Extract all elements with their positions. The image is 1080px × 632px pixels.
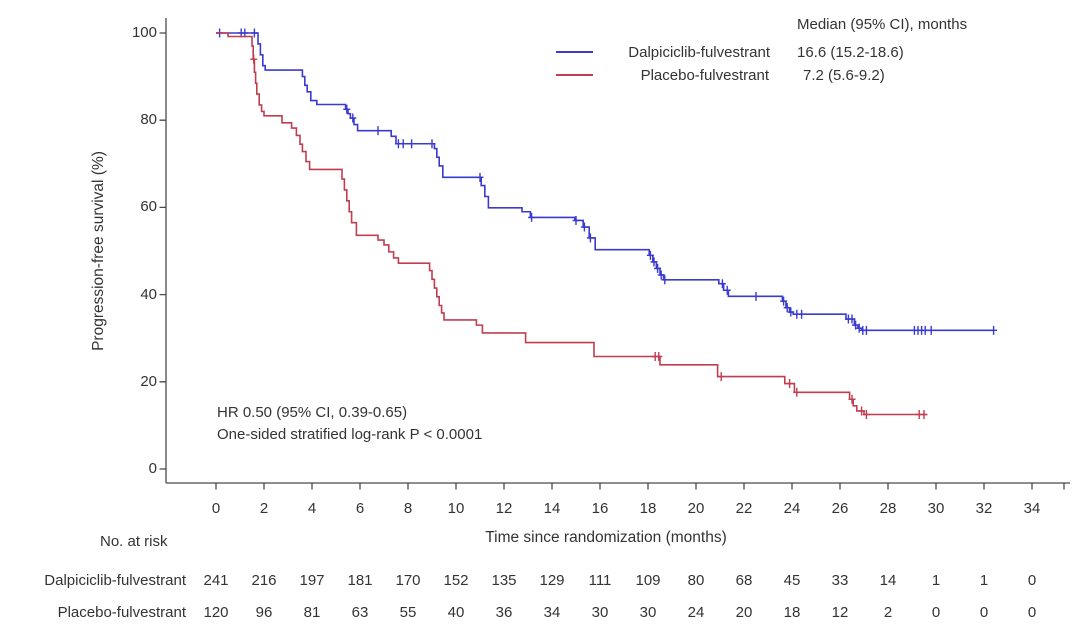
y-tick-label: 100 (131, 24, 157, 41)
at-risk-count: 197 (299, 572, 325, 589)
at-risk-count: 36 (495, 604, 513, 621)
x-tick-label: 28 (879, 500, 897, 517)
x-tick-label: 6 (355, 500, 365, 517)
at-risk-count: 30 (639, 604, 657, 621)
x-tick-label: 18 (639, 500, 657, 517)
at-risk-count: 0 (979, 604, 989, 621)
at-risk-count: 135 (491, 572, 517, 589)
x-tick-label: 4 (307, 500, 317, 517)
at-risk-count: 80 (687, 572, 705, 589)
x-tick-label: 0 (211, 500, 221, 517)
no-at-risk-label: No. at risk (100, 533, 168, 550)
at-risk-count: 1 (931, 572, 941, 589)
x-tick-label: 22 (735, 500, 753, 517)
x-tick-label: 14 (543, 500, 561, 517)
at-risk-count: 120 (203, 604, 229, 621)
x-tick-label: 2 (259, 500, 269, 517)
at-risk-count: 0 (931, 604, 941, 621)
at-risk-count: 0 (1027, 572, 1037, 589)
pvalue-text: One-sided stratified log-rank P < 0.0001 (217, 426, 483, 443)
at-risk-count: 24 (687, 604, 705, 621)
placebo-fulvestrant-censor-marks (250, 54, 928, 419)
placebo-fulvestrant-survival-curve (216, 32, 927, 416)
at-risk-count: 55 (399, 604, 417, 621)
legend-median-dalpiciclib: 16.6 (15.2-18.6) (797, 44, 904, 61)
at-risk-count: 81 (303, 604, 321, 621)
at-risk-count: 2 (883, 604, 893, 621)
y-tick-label: 80 (140, 111, 157, 129)
at-risk-count: 111 (588, 572, 612, 589)
at-risk-count: 129 (539, 572, 565, 589)
at-risk-count: 216 (251, 572, 277, 589)
at-risk-count: 40 (447, 604, 465, 621)
at-risk-count: 30 (591, 604, 609, 621)
at-risk-count: 241 (203, 572, 229, 589)
at-risk-count: 12 (831, 604, 849, 621)
legend-label-dalpiciclib: Dalpiciclib-fulvestrant (628, 44, 770, 61)
at-risk-row-label-dalpiciclib: Dalpiciclib-fulvestrant (44, 572, 186, 589)
x-tick-label: 10 (447, 500, 465, 517)
dalpiciclib-fulvestrant-survival-curve (216, 32, 994, 332)
at-risk-count: 45 (783, 572, 801, 589)
hazard-ratio-text: HR 0.50 (95% CI, 0.39-0.65) (217, 404, 408, 421)
dalpiciclib-legend-line (556, 51, 593, 53)
at-risk-count: 14 (879, 572, 897, 589)
at-risk-row-label-placebo: Placebo-fulvestrant (57, 604, 186, 621)
placebo-legend-line (556, 74, 593, 76)
y-tick-label: 40 (140, 285, 157, 303)
stats-annotation: HR 0.50 (95% CI, 0.39-0.65) One-sided st… (217, 402, 482, 446)
x-tick-label: 34 (1023, 500, 1041, 517)
legend-label-placebo: Placebo-fulvestrant (640, 67, 769, 84)
at-risk-count: 181 (347, 572, 373, 589)
at-risk-count: 18 (783, 604, 801, 621)
at-risk-count: 96 (255, 604, 273, 621)
at-risk-count: 20 (735, 604, 753, 621)
x-tick-label: 24 (783, 500, 801, 517)
at-risk-count: 68 (735, 572, 753, 589)
x-tick-label: 20 (687, 500, 705, 517)
x-tick-label: 12 (495, 500, 513, 517)
x-tick-label: 8 (403, 500, 413, 517)
at-risk-count: 63 (351, 604, 369, 621)
at-risk-count: 109 (635, 572, 661, 589)
x-axis-title: Time since randomization (months) (485, 529, 727, 546)
axis-tick-marks (159, 32, 1065, 490)
axes-lines (165, 18, 1070, 484)
at-risk-count: 152 (443, 572, 469, 589)
y-tick-label: 0 (148, 460, 157, 477)
y-axis-title: Progression-free survival (%) (90, 151, 107, 351)
y-tick-label: 60 (140, 198, 157, 216)
at-risk-count: 170 (395, 572, 421, 589)
legend-median-header: Median (95% CI), months (797, 16, 968, 33)
at-risk-count: 33 (831, 572, 849, 589)
y-tick-label: 20 (140, 372, 157, 390)
at-risk-count: 1 (979, 572, 989, 589)
at-risk-count: 34 (543, 604, 561, 621)
x-tick-label: 16 (591, 500, 609, 517)
at-risk-count: 0 (1027, 604, 1037, 621)
x-tick-label: 32 (975, 500, 993, 517)
x-tick-label: 30 (927, 500, 945, 517)
legend-median-placebo: 7.2 (5.6-9.2) (803, 67, 885, 84)
x-tick-label: 26 (831, 500, 849, 517)
